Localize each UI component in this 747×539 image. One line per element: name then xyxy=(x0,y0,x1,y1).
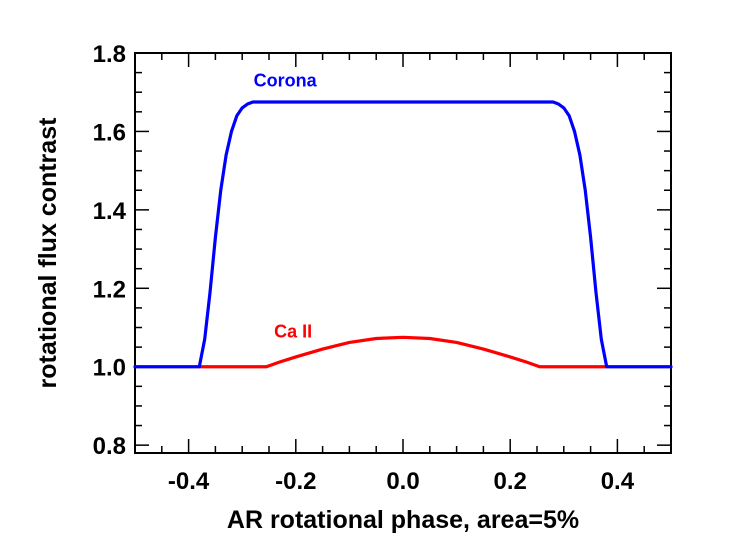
y-axis-tick-labels: 0.8 1.0 1.2 1.4 1.6 1.8 xyxy=(93,41,127,460)
x-tick-label: -0.2 xyxy=(275,468,316,495)
series-label-corona: Corona xyxy=(254,70,318,90)
y-tick-label: 1.6 xyxy=(93,119,126,146)
y-tick-label: 0.8 xyxy=(93,433,126,460)
x-tick-label: 0.0 xyxy=(386,468,419,495)
y-tick-label: 1.0 xyxy=(93,355,126,382)
y-tick-label: 1.8 xyxy=(93,41,126,68)
x-axis-ticks xyxy=(134,53,672,453)
y-axis-title: rotational flux contrast xyxy=(34,117,62,389)
x-tick-label: 0.2 xyxy=(494,468,527,495)
x-tick-label: -0.4 xyxy=(168,468,210,495)
series-layer: Corona Ca II xyxy=(133,70,673,369)
series-label-ca-ii: Ca II xyxy=(274,321,312,341)
x-axis-tick-labels: -0.4 -0.2 0.0 0.2 0.4 xyxy=(168,468,635,495)
y-tick-label: 1.4 xyxy=(93,198,127,225)
y-tick-label: 1.2 xyxy=(93,276,126,303)
series-line-ca-ii xyxy=(197,335,609,369)
x-tick-label: 0.4 xyxy=(601,468,635,495)
series-line-corona xyxy=(133,100,673,369)
x-axis-title: AR rotational phase, area=5% xyxy=(227,506,579,534)
